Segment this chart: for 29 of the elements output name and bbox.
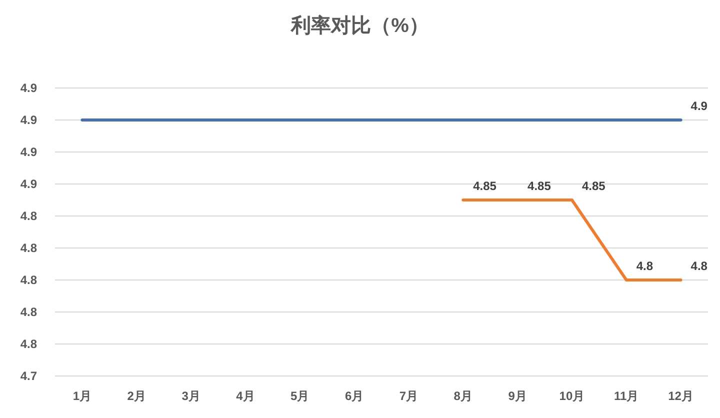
x-tick-label: 2月 — [127, 389, 146, 403]
x-tick-label: 7月 — [399, 389, 418, 403]
x-tick-label: 11月 — [614, 389, 639, 403]
y-tick-label: 4.8 — [20, 337, 38, 351]
x-tick-label: 4月 — [236, 389, 255, 403]
y-tick-label: 4.9 — [20, 113, 38, 127]
y-tick-label: 4.9 — [20, 145, 38, 159]
x-tick-label: 9月 — [508, 389, 527, 403]
data-label: 4.85 — [473, 179, 497, 193]
x-tick-label: 8月 — [454, 389, 472, 403]
x-tick-label: 5月 — [290, 389, 310, 403]
x-tick-label: 3月 — [182, 389, 200, 403]
data-label: 4.8 — [636, 259, 654, 273]
y-tick-label: 4.8 — [20, 209, 38, 223]
data-label: 4.9 — [690, 99, 708, 113]
x-tick-label: 10月 — [559, 389, 585, 403]
y-tick-label: 4.8 — [20, 273, 38, 287]
data-label: 4.85 — [528, 179, 552, 193]
data-label: 4.8 — [690, 259, 708, 273]
y-tick-label: 4.7 — [20, 369, 38, 383]
data-label: 4.85 — [582, 179, 606, 193]
x-tick-label: 6月 — [344, 389, 364, 403]
chart-title: 利率对比（%） — [290, 14, 429, 37]
y-tick-label: 4.8 — [20, 241, 38, 255]
x-tick-label: 1月 — [72, 389, 92, 403]
x-tick-label: 12月 — [668, 389, 694, 403]
y-tick-label: 4.9 — [20, 81, 38, 95]
y-tick-label: 4.8 — [20, 305, 38, 319]
y-tick-label: 4.9 — [20, 177, 38, 191]
